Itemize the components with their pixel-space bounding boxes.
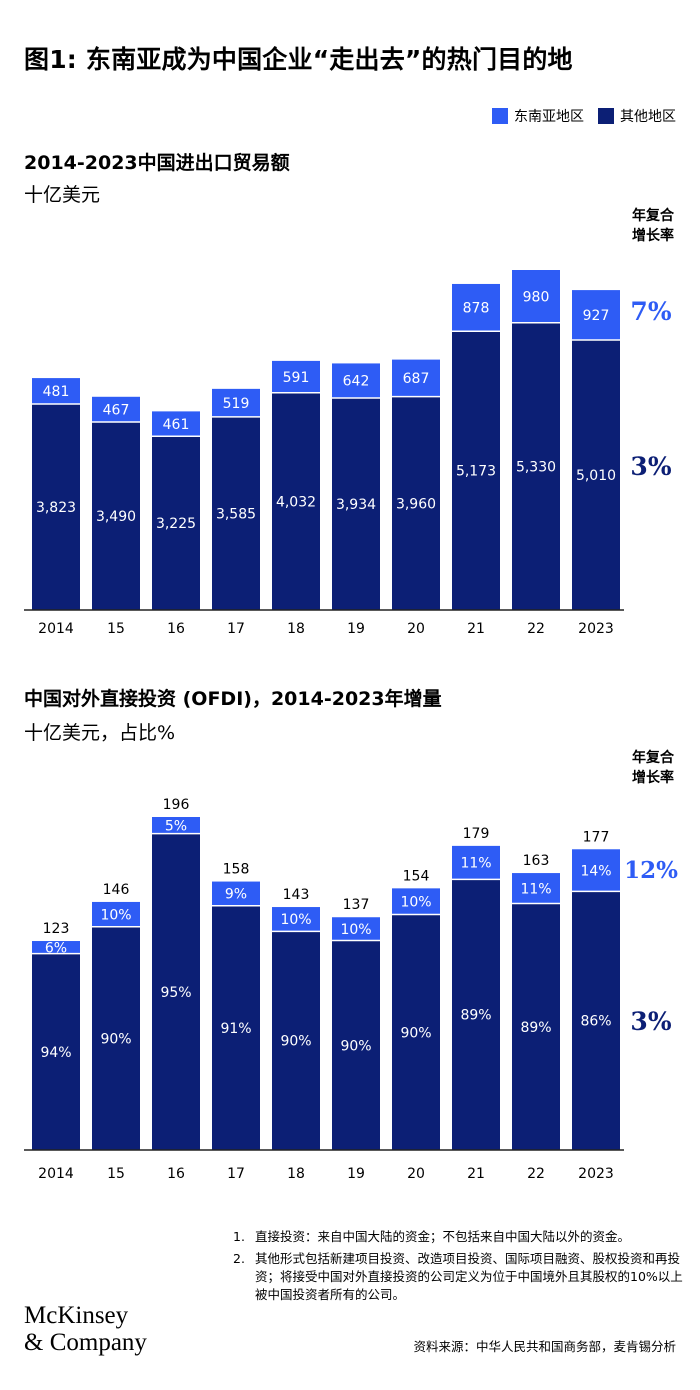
legend-label-other: 其他地区 xyxy=(620,109,676,125)
label-other-21: 5,173 xyxy=(456,464,496,480)
x-tick-21: 21 xyxy=(467,621,485,637)
footnote-1: 1. 直接投资：来自中国大陆的资金；不包括来自中国大陆以外的资金。 xyxy=(225,1228,685,1246)
mckinsey-logo: McKinsey & Company xyxy=(24,1302,147,1356)
source-note: 资料来源：中华人民共和国商务部，麦肯锡分析 xyxy=(413,1339,676,1354)
page-title: 图1: 东南亚成为中国企业“走出去”的热门目的地 xyxy=(24,45,573,74)
legend-swatch-other xyxy=(598,108,614,124)
label-other-22: 5,330 xyxy=(516,459,556,475)
legend-label-sea: 东南亚地区 xyxy=(514,109,584,125)
bar-sea-16 xyxy=(152,411,200,437)
x-tick-16: 16 xyxy=(167,621,185,637)
x-tick-20: 20 xyxy=(407,621,425,637)
label-other-2023: 5,010 xyxy=(576,468,616,484)
label-sea-17: 519 xyxy=(223,396,250,412)
chart2-title: 中国对外直接投资 (OFDI)，2014-2023年增量 xyxy=(24,688,442,710)
x-tick-19: 19 xyxy=(347,621,365,637)
bar-other-19 xyxy=(332,398,380,610)
footnote-2: 2. 其他形式包括新建项目投资、改造项目投资、国际项目融资、股权投资和再投资；将… xyxy=(225,1250,685,1304)
footnote-1-num: 1. xyxy=(233,1229,245,1244)
bar-other-2014 xyxy=(32,404,80,610)
chart1-cagr-sea: 7% xyxy=(630,297,671,326)
label-sea-15: 467 xyxy=(103,402,130,418)
bar-sea-15 xyxy=(92,396,140,422)
bar-sea-19 xyxy=(332,363,380,399)
label-sea-21: 878 xyxy=(463,301,490,317)
x-tick-2023: 2023 xyxy=(578,621,614,637)
footnote-2-text: 其他形式包括新建项目投资、改造项目投资、国际项目融资、股权投资和再投资；将接受中… xyxy=(255,1251,683,1302)
chart2-cagr-label-line1: 年复合 xyxy=(632,750,674,766)
label-other-2014: 3,823 xyxy=(36,500,76,516)
label-other-17: 3,585 xyxy=(216,506,256,522)
legend-item-sea: 东南亚地区 xyxy=(492,106,584,126)
legend-item-other: 其他地区 xyxy=(598,106,676,126)
bar-other-17 xyxy=(212,416,260,610)
label-other-20: 3,960 xyxy=(396,496,436,512)
bar-sea-2014 xyxy=(32,378,80,405)
label-other-18: 4,032 xyxy=(276,494,316,510)
bar-sea-20 xyxy=(392,359,440,397)
label-sea-19: 642 xyxy=(343,374,370,390)
x-tick-17: 17 xyxy=(227,621,245,637)
footnote-2-num: 2. xyxy=(233,1251,245,1266)
bar-other-22 xyxy=(512,322,560,610)
chart1-cagr-label: 年复合 增长率 xyxy=(618,206,688,246)
bar-sea-22 xyxy=(512,270,560,323)
x-tick-15: 15 xyxy=(107,621,125,637)
x-tick-2014: 2014 xyxy=(38,621,74,637)
bar-other-2023 xyxy=(572,340,620,610)
chart1-cagr-other: 3% xyxy=(630,452,671,481)
bar-sea-2023 xyxy=(572,290,620,341)
chart1-cagr-label-line2: 增长率 xyxy=(632,228,674,244)
chart1-cagr-label-line1: 年复合 xyxy=(632,208,674,224)
label-other-15: 3,490 xyxy=(96,509,136,525)
x-tick-18: 18 xyxy=(287,621,305,637)
label-sea-16: 461 xyxy=(163,417,190,433)
chart2-cagr-label: 年复合 增长率 xyxy=(618,748,688,788)
label-other-16: 3,225 xyxy=(156,516,196,532)
label-sea-20: 687 xyxy=(403,371,430,387)
chart1-title: 2014-2023中国进出口贸易额 xyxy=(24,152,290,174)
label-sea-2023: 927 xyxy=(583,308,610,324)
label-sea-18: 591 xyxy=(283,370,310,386)
chart2-unit: 十亿美元，占比% xyxy=(24,722,176,744)
label-other-19: 3,934 xyxy=(336,497,376,513)
bar-other-16 xyxy=(152,436,200,610)
chart2-cagr-label-line2: 增长率 xyxy=(632,770,674,786)
bar-other-20 xyxy=(392,396,440,610)
label-sea-2014: 481 xyxy=(43,384,70,400)
logo-line2: & Company xyxy=(24,1329,147,1356)
logo-line1: McKinsey xyxy=(24,1302,129,1329)
bar-other-15 xyxy=(92,421,140,610)
label-sea-22: 980 xyxy=(523,289,550,305)
bar-other-18 xyxy=(272,392,320,610)
legend-swatch-sea xyxy=(492,108,508,124)
x-tick-22: 22 xyxy=(527,621,545,637)
bar-sea-18 xyxy=(272,360,320,393)
bar-other-21 xyxy=(452,331,500,610)
footnotes: 1. 直接投资：来自中国大陆的资金；不包括来自中国大陆以外的资金。 2. 其他形… xyxy=(225,1228,685,1304)
bar-sea-17 xyxy=(212,388,260,417)
footnote-1-text: 直接投资：来自中国大陆的资金；不包括来自中国大陆以外的资金。 xyxy=(255,1229,631,1244)
chart1-unit: 十亿美元 xyxy=(24,184,101,206)
legend: 东南亚地区 其他地区 xyxy=(492,106,676,126)
bar-sea-21 xyxy=(452,283,500,332)
